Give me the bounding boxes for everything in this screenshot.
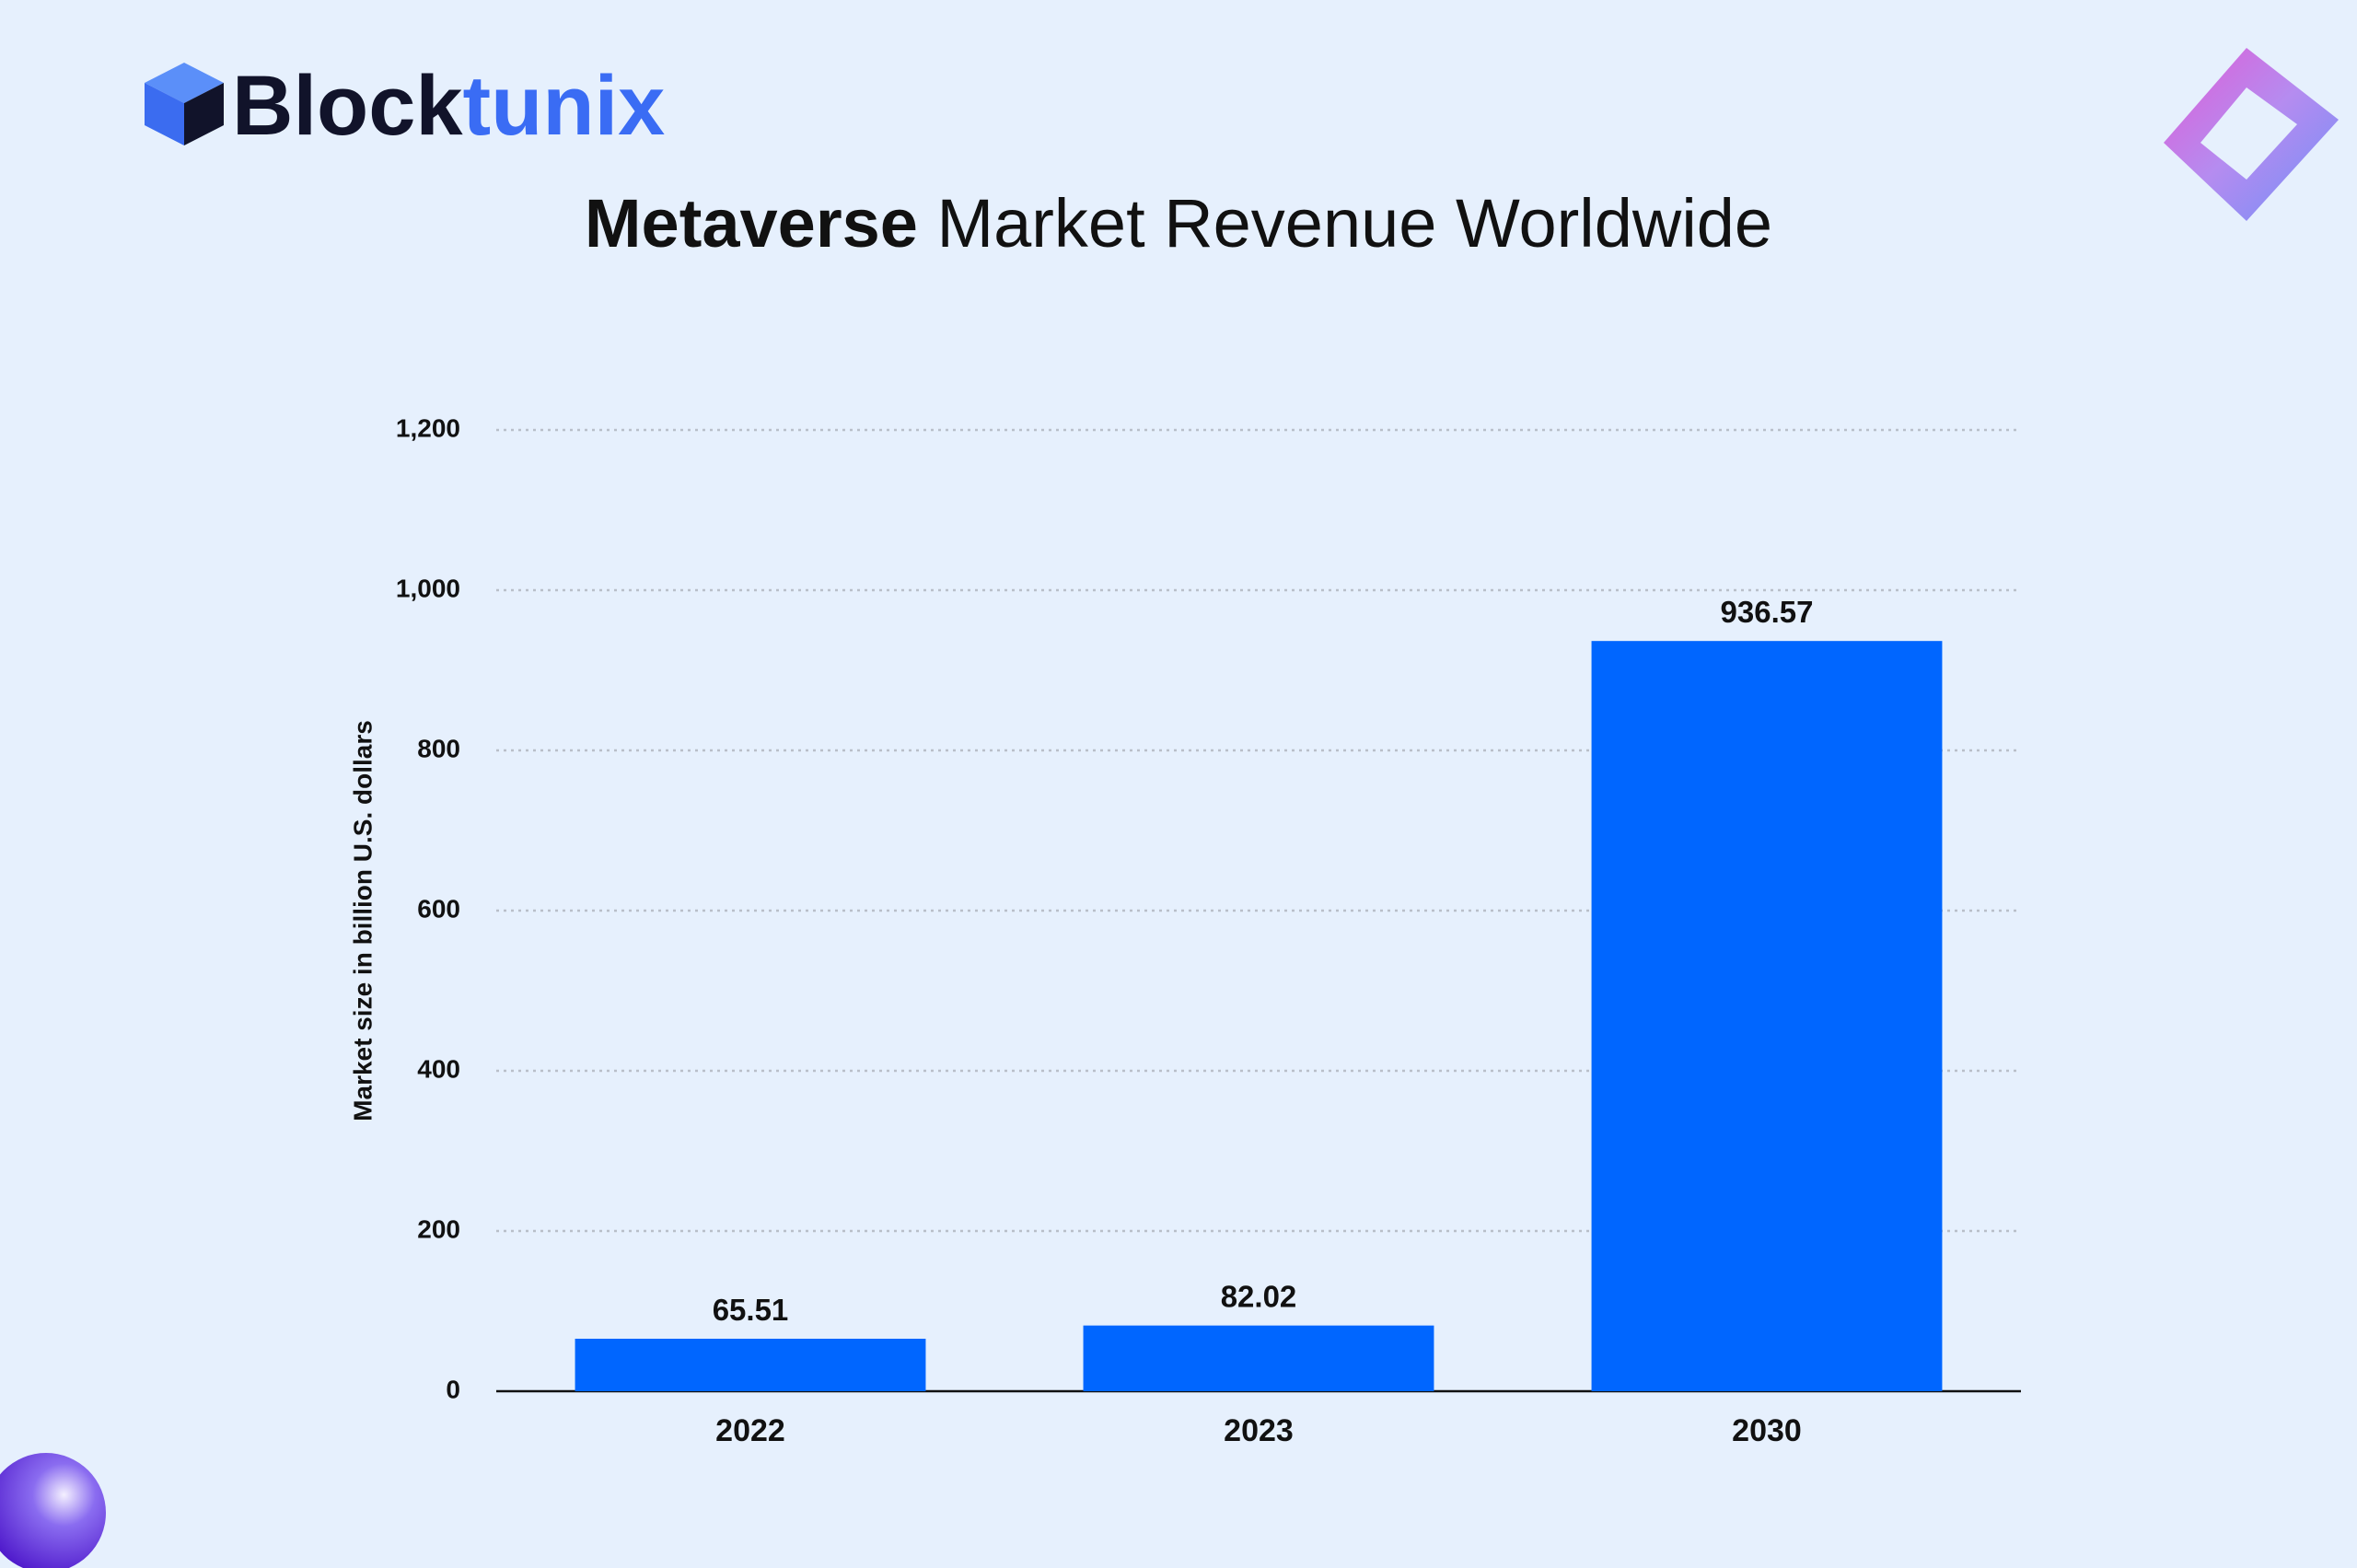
x-tick-label: 2022 — [715, 1413, 785, 1448]
y-tick-label: 400 — [417, 1054, 460, 1083]
data-label: 936.57 — [1721, 595, 1814, 629]
y-tick-label: 600 — [417, 894, 460, 923]
y-tick-label: 0 — [446, 1375, 460, 1403]
decor-sphere — [0, 1453, 106, 1568]
x-tick-label: 2030 — [1732, 1413, 1802, 1448]
y-tick-label: 1,000 — [396, 574, 460, 602]
title-bold: Metaverse — [585, 185, 918, 261]
title-rest: Market Revenue Worldwide — [936, 185, 1772, 261]
logo-text: Blocktunix — [232, 59, 665, 153]
bar — [1591, 641, 1943, 1391]
y-tick-label: 800 — [417, 734, 460, 762]
y-tick-label: 200 — [417, 1214, 460, 1243]
data-label: 82.02 — [1221, 1280, 1297, 1314]
logo-part: Block — [232, 59, 463, 153]
logo-part: tunix — [463, 59, 666, 153]
logo-icon — [145, 63, 224, 145]
bar — [1083, 1325, 1434, 1391]
y-axis-label: Market size in billion U.S. dollars — [348, 720, 377, 1121]
decor-frame — [2164, 48, 2339, 221]
data-label: 65.51 — [713, 1293, 789, 1327]
x-tick-label: 2023 — [1224, 1413, 1294, 1448]
chart-title: Metaverse Market Revenue Worldwide — [585, 185, 1772, 261]
bar — [575, 1339, 926, 1391]
y-tick-label: 1,200 — [396, 413, 460, 442]
